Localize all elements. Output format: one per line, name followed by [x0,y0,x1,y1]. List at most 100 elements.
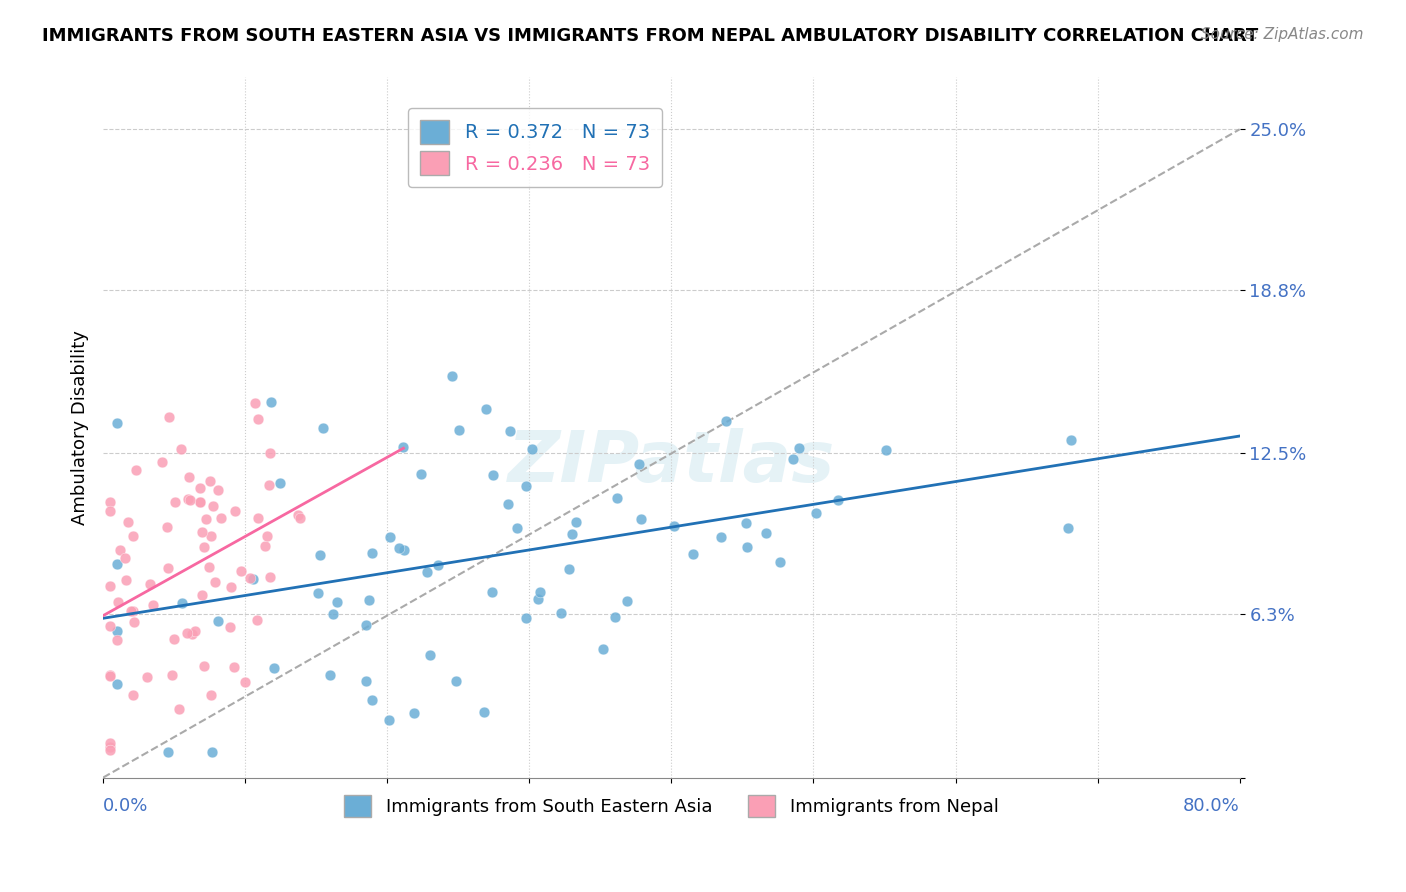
Point [260,395,283,409]
Point [616,594,638,608]
Point [561,527,583,541]
Point [804,506,827,520]
Point [179,492,201,507]
Point [188,495,211,509]
Point [269,476,291,491]
Point [515,479,537,493]
Point [207,483,229,498]
Point [114,550,136,565]
Point [98,579,121,593]
Point [522,442,544,457]
Point [354,673,377,688]
Point [105,632,128,647]
Point [307,586,329,600]
Point [204,574,226,589]
Point [378,530,401,544]
Point [392,440,415,454]
Point [188,495,211,509]
Point [247,411,270,425]
Point [156,520,179,534]
Point [202,499,225,513]
Point [361,546,384,560]
Point [419,648,441,663]
Point [482,468,505,483]
Point [628,458,651,472]
Point [682,547,704,561]
Point [98,669,121,683]
Point [181,627,204,641]
Point [714,414,737,428]
Legend: Immigrants from South Eastern Asia, Immigrants from Nepal: Immigrants from South Eastern Asia, Immi… [337,788,1005,824]
Point [98,736,121,750]
Point [167,702,190,716]
Point [606,491,628,505]
Point [122,615,145,630]
Point [157,410,180,425]
Point [190,588,212,602]
Text: 0.0%: 0.0% [103,797,149,815]
Point [224,504,246,518]
Point [221,581,243,595]
Point [325,595,347,609]
Point [142,598,165,612]
Point [768,556,790,570]
Point [138,576,160,591]
Point [156,745,179,759]
Point [150,455,173,469]
Point [105,677,128,691]
Point [163,632,186,647]
Point [108,543,131,558]
Point [875,442,897,457]
Point [190,524,212,539]
Point [98,504,121,518]
Point [603,610,626,624]
Point [392,543,415,558]
Point [259,569,281,583]
Point [710,530,733,544]
Point [322,607,344,621]
Point [782,452,804,467]
Point [506,520,529,534]
Point [242,572,264,586]
Point [160,668,183,682]
Point [734,516,756,531]
Y-axis label: Ambulatory Disability: Ambulatory Disability [72,330,89,524]
Point [98,494,121,508]
Point [136,670,159,684]
Point [184,624,207,639]
Point [787,441,810,455]
Point [200,688,222,702]
Point [312,421,335,435]
Point [263,660,285,674]
Point [259,446,281,460]
Point [224,660,246,674]
Point [177,492,200,507]
Point [290,511,312,525]
Point [247,511,270,525]
Point [172,596,194,610]
Point [177,470,200,484]
Point [481,584,503,599]
Point [121,688,143,702]
Point [472,706,495,720]
Point [388,541,411,555]
Point [630,511,652,525]
Point [515,611,537,625]
Point [193,540,215,554]
Point [207,614,229,628]
Point [496,498,519,512]
Point [107,595,129,609]
Point [499,424,522,438]
Point [662,519,685,533]
Point [98,742,121,756]
Text: Source: ZipAtlas.com: Source: ZipAtlas.com [1201,27,1364,42]
Point [157,560,180,574]
Point [402,706,425,721]
Point [354,618,377,632]
Point [592,642,614,657]
Point [229,564,252,578]
Point [105,416,128,430]
Point [378,713,401,727]
Point [219,620,242,634]
Point [409,467,432,482]
